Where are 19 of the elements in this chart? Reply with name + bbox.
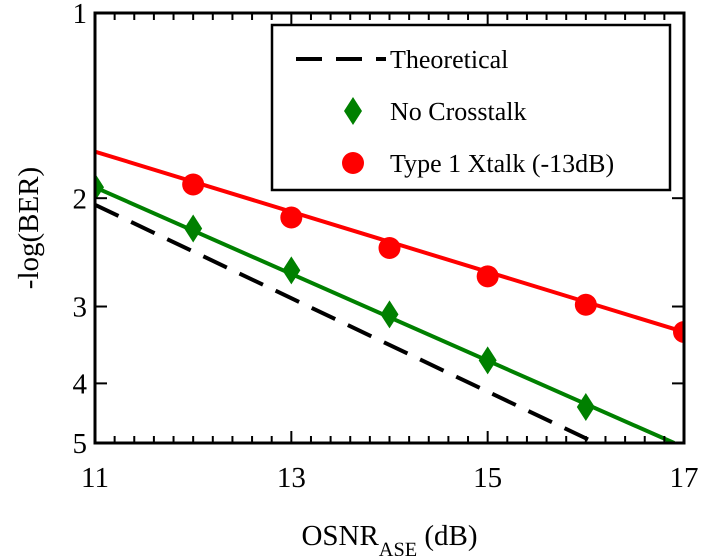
x-axis-title: OSNR$_{ASE}$ (dB) (301, 520, 478, 556)
point (476, 265, 499, 288)
point (574, 294, 597, 316)
x-tick-label: 17 (670, 462, 698, 494)
y-axis-title: -log(BER) (13, 166, 45, 290)
x-tick-label: 11 (81, 462, 109, 494)
y-tick-label: 3 (72, 292, 87, 324)
y-tick-label: 5 (72, 428, 87, 460)
x-tick-label: 13 (276, 462, 306, 494)
legend-label: No Crosstalk (390, 97, 526, 126)
x-tick-label: 15 (473, 462, 502, 494)
point (182, 173, 204, 196)
y-tick-label: 2 (72, 183, 87, 216)
legend-label: Theoretical (390, 45, 508, 74)
y-tick-label: 4 (72, 368, 88, 401)
point (280, 206, 302, 229)
legend-label: Type 1 Xtalk (-13dB) (390, 149, 614, 178)
point (378, 237, 400, 260)
y-tick-label: 1 (72, 0, 87, 30)
